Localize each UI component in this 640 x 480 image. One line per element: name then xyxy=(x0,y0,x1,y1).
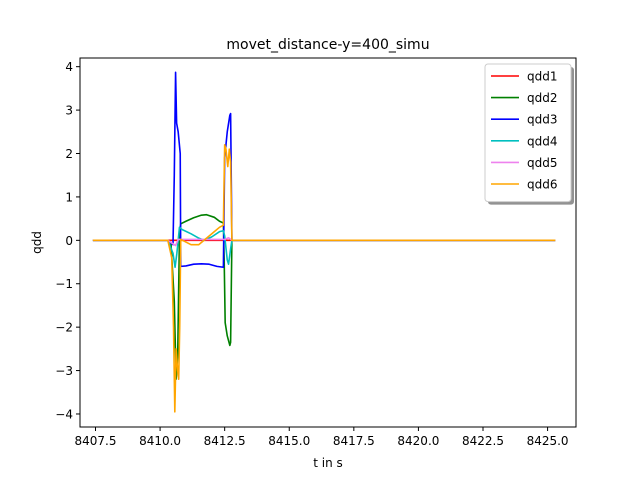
x-axis: 8407.5 8410.0 8412.5 8415.0 8417.5 8420.0 8422… xyxy=(75,427,569,448)
x-tick-label: 8420.0 xyxy=(397,434,439,448)
x-tick-label: 8410.0 xyxy=(139,434,181,448)
legend: qdd1 qdd2 qdd3 qdd4 qdd5 qdd6 xyxy=(484,63,574,205)
legend-label-qdd6: qdd6 xyxy=(527,178,558,192)
series-line-qdd5 xyxy=(92,236,556,247)
y-tick-label: −1 xyxy=(55,277,73,291)
plot-area-frame xyxy=(79,57,577,428)
legend-label-qdd2: qdd2 xyxy=(527,91,558,105)
y-tick-label: 4 xyxy=(65,60,73,74)
y-tick-label: 0 xyxy=(65,234,73,248)
y-tick-label: 2 xyxy=(65,147,73,161)
legend-label-qdd4: qdd4 xyxy=(527,134,558,148)
legend-label-qdd3: qdd3 xyxy=(527,113,558,127)
x-tick-label: 8422.5 xyxy=(462,434,504,448)
x-tick-label: 8425.0 xyxy=(527,434,569,448)
x-tick-label: 8415.0 xyxy=(268,434,310,448)
series-line-qdd6 xyxy=(92,144,556,413)
x-tick-label: 8417.5 xyxy=(333,434,375,448)
x-axis-label: t in s xyxy=(313,456,343,470)
x-tick-label: 8412.5 xyxy=(204,434,246,448)
series-lines xyxy=(92,71,556,413)
legend-label-qdd1: qdd1 xyxy=(527,70,558,84)
chart-title: movet_distance-y=400_simu xyxy=(226,37,429,53)
y-axis: −4 −3 −2 −1 0 1 2 3 4 xyxy=(55,60,80,421)
x-tick-label: 8407.5 xyxy=(75,434,117,448)
series-line-qdd2 xyxy=(92,213,556,381)
y-axis-label: qdd xyxy=(30,231,44,254)
y-tick-label: 1 xyxy=(65,190,73,204)
series-line-qdd3 xyxy=(92,71,556,269)
y-tick-label: −2 xyxy=(55,321,73,335)
y-tick-label: 3 xyxy=(65,104,73,118)
y-tick-label: −3 xyxy=(55,364,73,378)
legend-box xyxy=(484,63,572,203)
legend-label-qdd5: qdd5 xyxy=(527,156,558,170)
y-tick-label: −4 xyxy=(55,407,73,421)
